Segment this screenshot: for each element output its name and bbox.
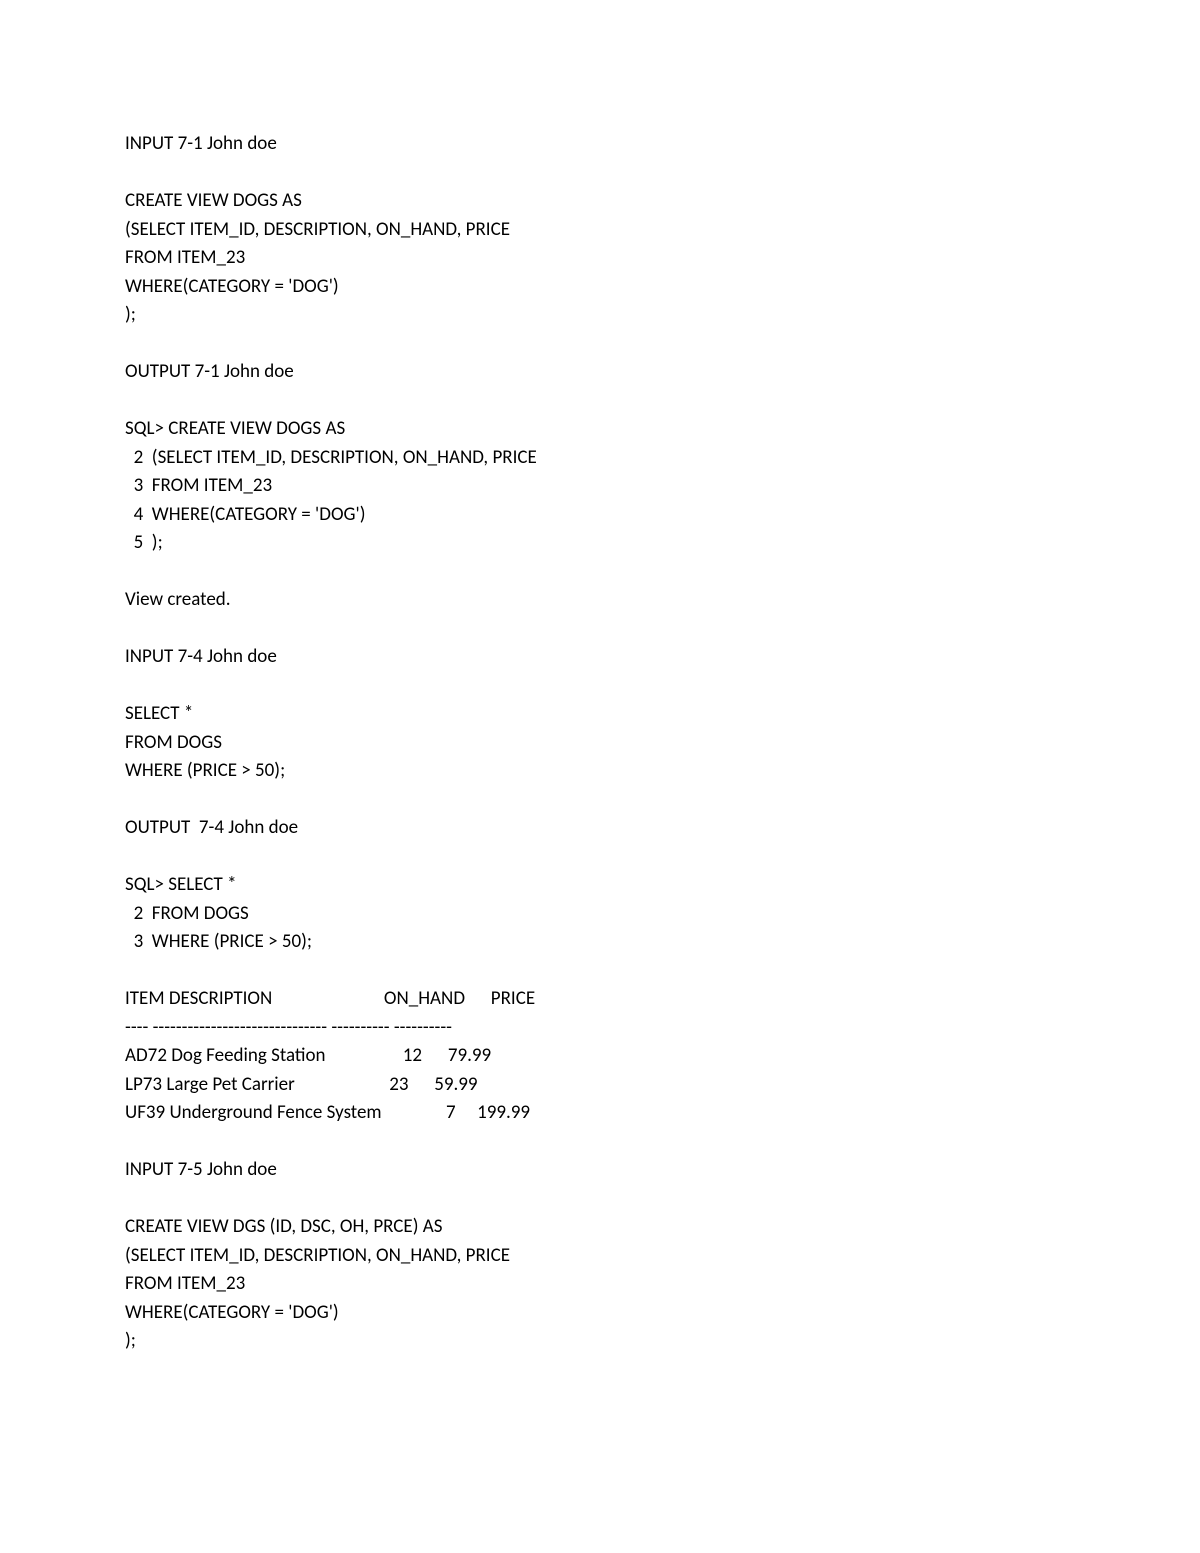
text-line: 5 ); xyxy=(125,529,1075,558)
text-line: LP73 Large Pet Carrier 23 59.99 xyxy=(125,1071,1075,1100)
text-line: ); xyxy=(125,301,1075,330)
text-line: WHERE (PRICE > 50); xyxy=(125,757,1075,786)
blank-line xyxy=(125,957,1075,986)
text-line: ---- ------------------------------ ----… xyxy=(125,1014,1075,1043)
text-line: UF39 Underground Fence System 7 199.99 xyxy=(125,1099,1075,1128)
text-line: (SELECT ITEM_ID, DESCRIPTION, ON_HAND, P… xyxy=(125,216,1075,245)
blank-line xyxy=(125,615,1075,644)
text-line: FROM DOGS xyxy=(125,729,1075,758)
blank-line xyxy=(125,1128,1075,1157)
text-line: 2 FROM DOGS xyxy=(125,900,1075,929)
text-line: INPUT 7-1 John doe xyxy=(125,130,1075,159)
text-line: WHERE(CATEGORY = 'DOG') xyxy=(125,273,1075,302)
text-line: INPUT 7-4 John doe xyxy=(125,643,1075,672)
text-line: WHERE(CATEGORY = 'DOG') xyxy=(125,1299,1075,1328)
text-line: ); xyxy=(125,1327,1075,1356)
blank-line xyxy=(125,843,1075,872)
text-line: 4 WHERE(CATEGORY = 'DOG') xyxy=(125,501,1075,530)
text-line: SQL> CREATE VIEW DOGS AS xyxy=(125,415,1075,444)
blank-line xyxy=(125,330,1075,359)
blank-line xyxy=(125,558,1075,587)
blank-line xyxy=(125,387,1075,416)
text-line: CREATE VIEW DGS (ID, DSC, OH, PRCE) AS xyxy=(125,1213,1075,1242)
text-line: SELECT * xyxy=(125,700,1075,729)
text-line: 3 FROM ITEM_23 xyxy=(125,472,1075,501)
blank-line xyxy=(125,786,1075,815)
text-line: FROM ITEM_23 xyxy=(125,244,1075,273)
text-line: FROM ITEM_23 xyxy=(125,1270,1075,1299)
blank-line xyxy=(125,672,1075,701)
text-line: (SELECT ITEM_ID, DESCRIPTION, ON_HAND, P… xyxy=(125,1242,1075,1271)
text-line: CREATE VIEW DOGS AS xyxy=(125,187,1075,216)
text-line: OUTPUT 7-4 John doe xyxy=(125,814,1075,843)
document-content: INPUT 7-1 John doeCREATE VIEW DOGS AS(SE… xyxy=(125,130,1075,1356)
blank-line xyxy=(125,1185,1075,1214)
blank-line xyxy=(125,159,1075,188)
text-line: View created. xyxy=(125,586,1075,615)
text-line: ITEM DESCRIPTION ON_HAND PRICE xyxy=(125,985,1075,1014)
text-line: AD72 Dog Feeding Station 12 79.99 xyxy=(125,1042,1075,1071)
text-line: INPUT 7-5 John doe xyxy=(125,1156,1075,1185)
text-line: 2 (SELECT ITEM_ID, DESCRIPTION, ON_HAND,… xyxy=(125,444,1075,473)
text-line: 3 WHERE (PRICE > 50); xyxy=(125,928,1075,957)
text-line: SQL> SELECT * xyxy=(125,871,1075,900)
text-line: OUTPUT 7-1 John doe xyxy=(125,358,1075,387)
